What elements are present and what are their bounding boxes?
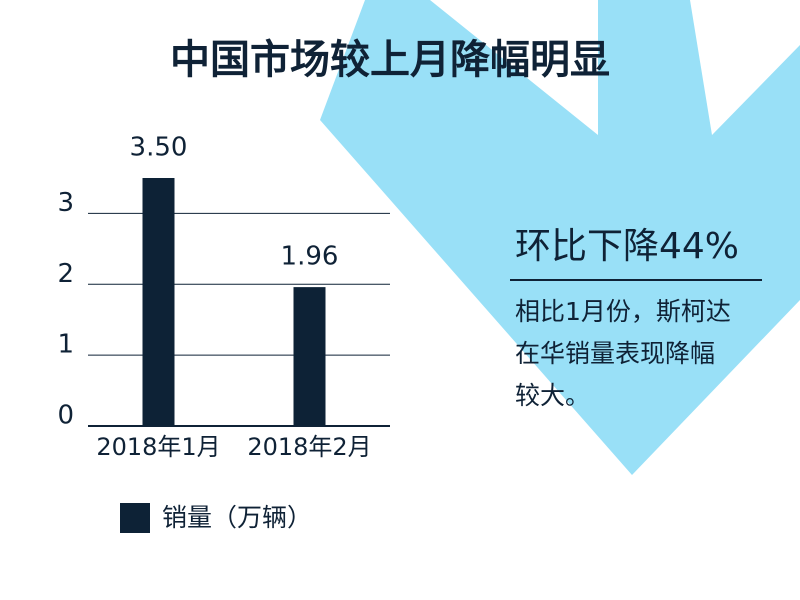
- y-tick-label: 2: [57, 259, 74, 289]
- background-arrow: [320, 0, 800, 475]
- annotation-line: 较大。: [515, 381, 590, 410]
- y-tick-label: 3: [57, 188, 74, 218]
- annotation-heading: 环比下降44%: [515, 226, 739, 267]
- y-tick-label: 1: [57, 330, 74, 360]
- y-tick-label: 0: [57, 401, 74, 431]
- x-tick-label: 2018年2月: [247, 433, 371, 461]
- value-label: 1.96: [281, 242, 339, 272]
- background-notch: [690, 0, 800, 135]
- annotation-line: 在华销量表现降幅: [515, 339, 715, 368]
- annotation-line: 相比1月份，斯柯达: [515, 297, 731, 326]
- bar: [142, 178, 175, 426]
- value-label: 3.50: [130, 133, 188, 163]
- legend-label: 销量（万辆）: [162, 503, 312, 532]
- x-tick-label: 2018年1月: [96, 433, 220, 461]
- bar: [293, 287, 326, 426]
- chart-title: 中国市场较上月降幅明显: [170, 37, 610, 83]
- legend-swatch: [120, 503, 150, 533]
